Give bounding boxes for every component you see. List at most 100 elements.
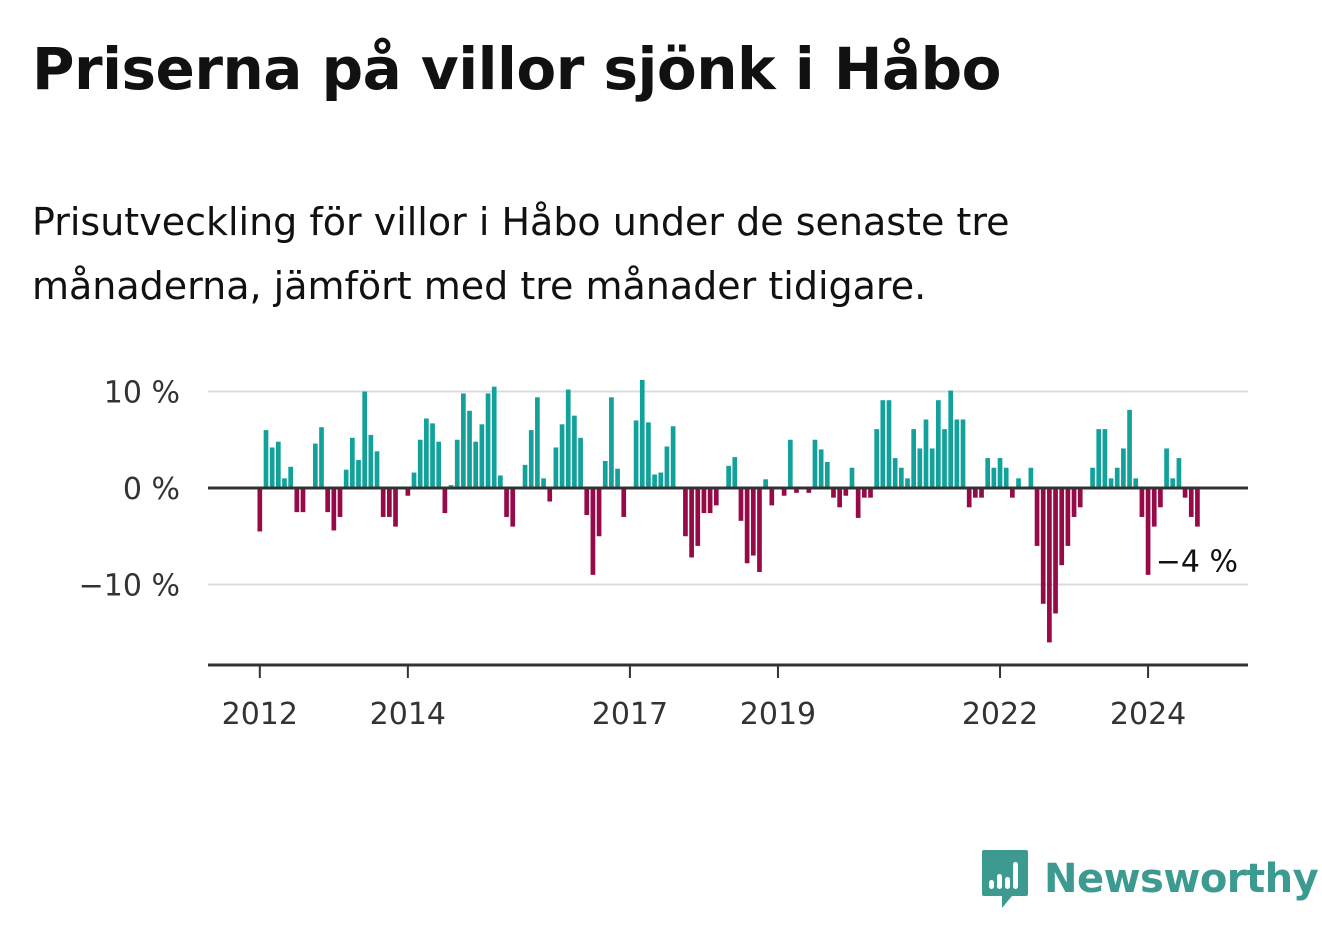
bar [948, 390, 954, 488]
bar [461, 393, 466, 488]
bar [960, 419, 966, 489]
bar [275, 441, 281, 488]
bar [874, 429, 880, 488]
bar [350, 437, 355, 488]
axes [208, 486, 1248, 678]
bar [757, 488, 762, 572]
bar [442, 488, 448, 514]
bar [683, 488, 688, 537]
bar [837, 488, 842, 508]
bar [1077, 488, 1083, 508]
bar [411, 472, 417, 488]
bar [325, 488, 331, 513]
bar [1176, 458, 1182, 488]
bar [824, 461, 830, 488]
bar [1053, 488, 1058, 614]
bar [1121, 448, 1126, 488]
bar [294, 488, 300, 513]
bar [744, 488, 750, 564]
bar [973, 488, 978, 498]
bar [362, 391, 368, 488]
bar [1059, 488, 1065, 566]
bar [843, 488, 849, 496]
bar [670, 426, 676, 488]
bar [652, 474, 657, 488]
bar [380, 488, 386, 517]
bar [898, 467, 904, 489]
bar [905, 478, 910, 488]
bar-chart-speech-bubble-icon [982, 850, 1028, 908]
bar [892, 458, 898, 488]
bar [393, 488, 398, 527]
bar [646, 422, 651, 488]
bar [1158, 488, 1163, 508]
bar [794, 488, 799, 493]
bar [572, 415, 577, 489]
bar [861, 488, 867, 498]
bar [1090, 467, 1095, 489]
bar [732, 457, 738, 488]
bar [812, 439, 818, 488]
bar [491, 386, 497, 489]
bar [356, 460, 361, 488]
bar [936, 400, 941, 488]
bar [405, 488, 411, 496]
bar [417, 439, 423, 488]
bar [454, 439, 460, 488]
bar [528, 430, 534, 488]
bar [467, 410, 472, 488]
bar [726, 465, 731, 489]
x-tick-label: 2022 [962, 697, 1038, 732]
bar [929, 448, 935, 488]
bar [639, 379, 645, 488]
bar [695, 488, 701, 546]
grid-lines [208, 390, 1248, 586]
bar [997, 458, 1003, 488]
bar [337, 488, 343, 517]
bar [269, 447, 275, 488]
bar [664, 446, 670, 488]
bar [1139, 488, 1145, 517]
bar [806, 488, 812, 493]
bar [312, 443, 318, 488]
bar [282, 478, 287, 488]
x-tick-labels: 2012 2014 2017 2019 2022 2024 [222, 697, 1187, 732]
bar [485, 393, 491, 488]
bar [584, 488, 590, 516]
chart-title: Priserna på villor sjönk i Håbo [32, 35, 1001, 103]
y-tick-label: 0 % [123, 472, 180, 507]
bar [1040, 488, 1046, 604]
bar [590, 488, 596, 575]
bar [1151, 488, 1157, 527]
y-tick-label: −10 % [79, 569, 180, 604]
bar [498, 475, 503, 488]
x-tick-label: 2017 [592, 697, 668, 732]
bar [1133, 478, 1139, 488]
bar [1028, 467, 1034, 489]
bar [541, 478, 546, 488]
bar [578, 437, 583, 488]
bar [547, 488, 553, 502]
bar [1145, 488, 1151, 575]
bar [1164, 448, 1169, 488]
bar [750, 488, 756, 556]
bar [288, 466, 293, 488]
bar [880, 400, 886, 488]
bar [886, 400, 892, 488]
bar [424, 418, 429, 488]
bar [473, 441, 479, 488]
bar [1188, 488, 1194, 517]
bar [559, 424, 565, 488]
bar [818, 449, 824, 488]
bar [763, 479, 768, 488]
bar [1047, 488, 1052, 643]
bar [1182, 488, 1188, 498]
bar [535, 397, 540, 488]
bar [689, 488, 694, 558]
x-tick-label: 2024 [1110, 697, 1186, 732]
bar [479, 424, 485, 488]
x-tick-label: 2012 [222, 697, 298, 732]
bar [738, 488, 744, 521]
bar [565, 389, 571, 488]
bar [504, 488, 509, 517]
